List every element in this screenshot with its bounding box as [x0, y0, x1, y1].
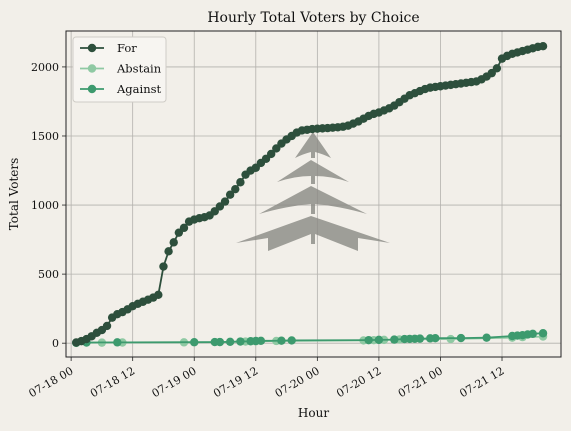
legend-item-abstain: Abstain — [80, 62, 162, 76]
y-tick-label: 2000 — [31, 61, 59, 74]
data-point — [164, 247, 173, 256]
data-point — [190, 338, 199, 347]
data-point — [154, 290, 163, 300]
x-axis-label: Hour — [298, 406, 329, 420]
legend-item-for: For — [80, 41, 137, 55]
series-for — [72, 41, 548, 347]
y-axis-label: Total Voters — [7, 158, 21, 231]
data-point — [179, 223, 189, 233]
legend-label: For — [117, 41, 137, 55]
tree-watermark — [236, 132, 390, 251]
legend: For Abstain Against — [72, 36, 167, 103]
legend-swatch-marker — [87, 64, 97, 73]
data-point — [415, 334, 425, 343]
data-point — [236, 337, 245, 346]
legend-box — [72, 36, 167, 103]
data-point — [225, 190, 235, 199]
data-point — [266, 149, 276, 159]
data-point — [225, 337, 235, 347]
data-point — [364, 335, 373, 345]
y-tick-label: 1000 — [31, 199, 59, 212]
data-point — [456, 333, 466, 343]
data-point — [431, 334, 440, 343]
data-point — [113, 338, 122, 347]
series-lines — [72, 41, 548, 348]
data-point — [528, 329, 537, 338]
data-point — [538, 41, 548, 51]
y-tick-label: 1500 — [31, 130, 59, 143]
legend-item-against: Against — [80, 82, 162, 96]
data-point — [102, 321, 112, 331]
plot-frame — [65, 30, 562, 358]
data-point — [287, 336, 296, 345]
legend-label: Against — [116, 82, 162, 96]
legend-swatch-marker — [87, 43, 97, 53]
data-point — [446, 334, 455, 344]
data-point — [390, 335, 399, 344]
chart-title: Hourly Total Voters by Choice — [207, 10, 419, 26]
series-against — [72, 329, 548, 347]
data-point — [374, 335, 384, 345]
data-point — [231, 184, 240, 194]
data-point — [215, 337, 225, 347]
data-point — [220, 197, 230, 206]
data-point — [482, 333, 491, 342]
data-point — [159, 262, 168, 271]
legend-label: Abstain — [116, 62, 162, 76]
y-tick-label: 500 — [38, 268, 59, 281]
data-point — [169, 238, 178, 247]
data-point — [538, 329, 548, 338]
legend-swatch-marker — [87, 84, 97, 94]
data-point — [236, 178, 245, 187]
y-tick-label: 0 — [52, 337, 59, 350]
data-point — [492, 64, 502, 73]
data-point — [277, 336, 286, 345]
data-point — [256, 336, 266, 346]
